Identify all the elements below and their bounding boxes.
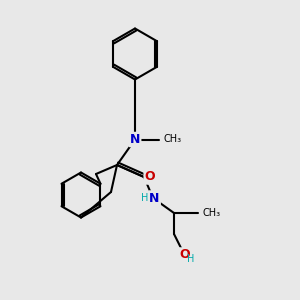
Text: N: N bbox=[130, 133, 140, 146]
Text: H: H bbox=[141, 193, 148, 203]
Text: CH₃: CH₃ bbox=[164, 134, 181, 145]
Text: H: H bbox=[187, 254, 194, 265]
Text: O: O bbox=[145, 170, 155, 184]
Text: CH₃: CH₃ bbox=[202, 208, 220, 218]
Text: O: O bbox=[179, 248, 190, 262]
Text: N: N bbox=[149, 191, 160, 205]
